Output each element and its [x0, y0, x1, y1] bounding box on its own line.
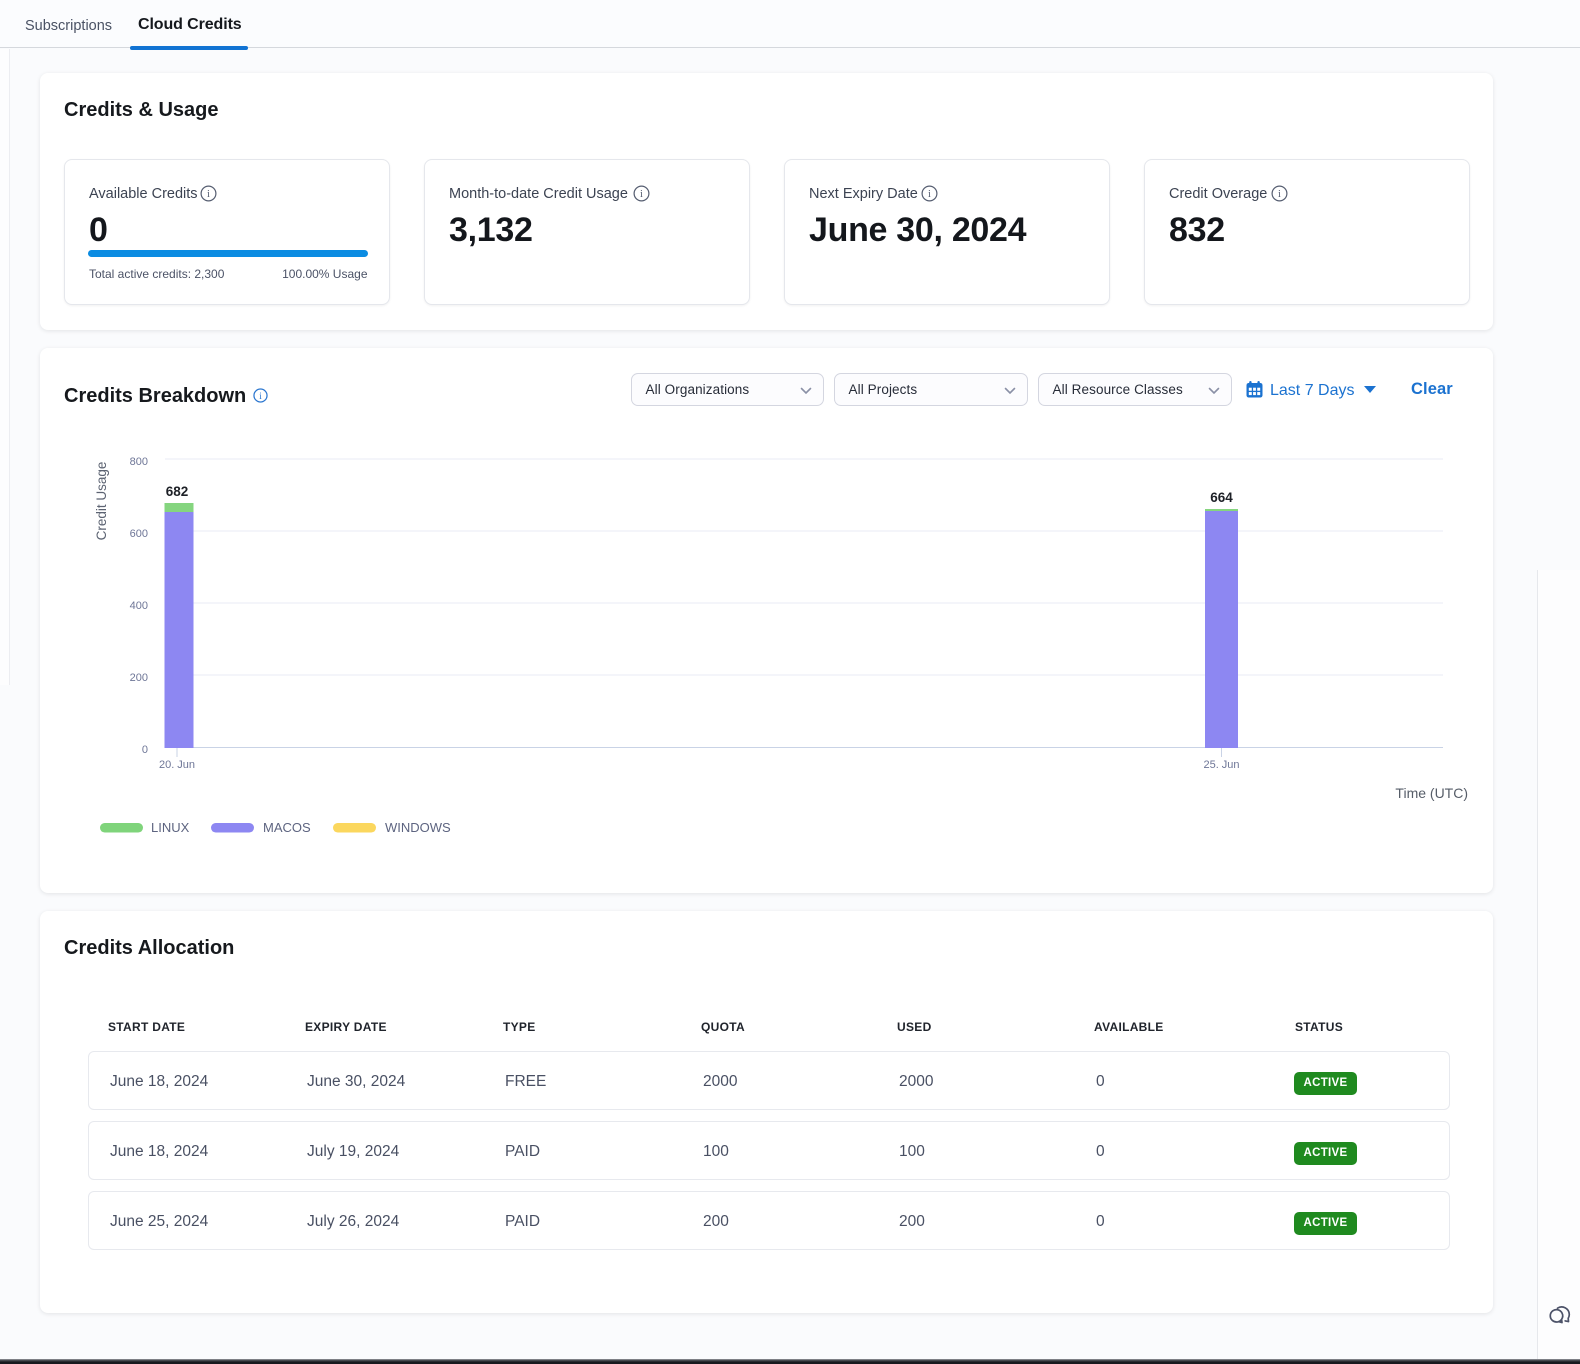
svg-text:i: i [1278, 189, 1281, 200]
svg-text:LINUX: LINUX [151, 820, 190, 835]
svg-text:200: 200 [130, 672, 148, 684]
svg-text:0: 0 [142, 744, 148, 756]
svg-text:20. Jun: 20. Jun [159, 759, 195, 771]
svg-text:25. Jun: 25. Jun [1203, 759, 1239, 771]
svg-text:664: 664 [1210, 490, 1233, 505]
svg-text:600: 600 [130, 528, 148, 540]
svg-text:MACOS: MACOS [263, 820, 311, 835]
svg-text:400: 400 [130, 600, 148, 612]
svg-text:Credit Usage: Credit Usage [94, 462, 109, 541]
svg-text:800: 800 [130, 456, 148, 468]
svg-text:i: i [259, 392, 262, 402]
svg-text:Time (UTC): Time (UTC) [1395, 785, 1468, 801]
svg-text:i: i [207, 189, 210, 200]
svg-text:WINDOWS: WINDOWS [385, 820, 451, 835]
svg-text:682: 682 [166, 484, 189, 499]
svg-text:i: i [640, 189, 643, 200]
svg-text:i: i [928, 189, 931, 200]
